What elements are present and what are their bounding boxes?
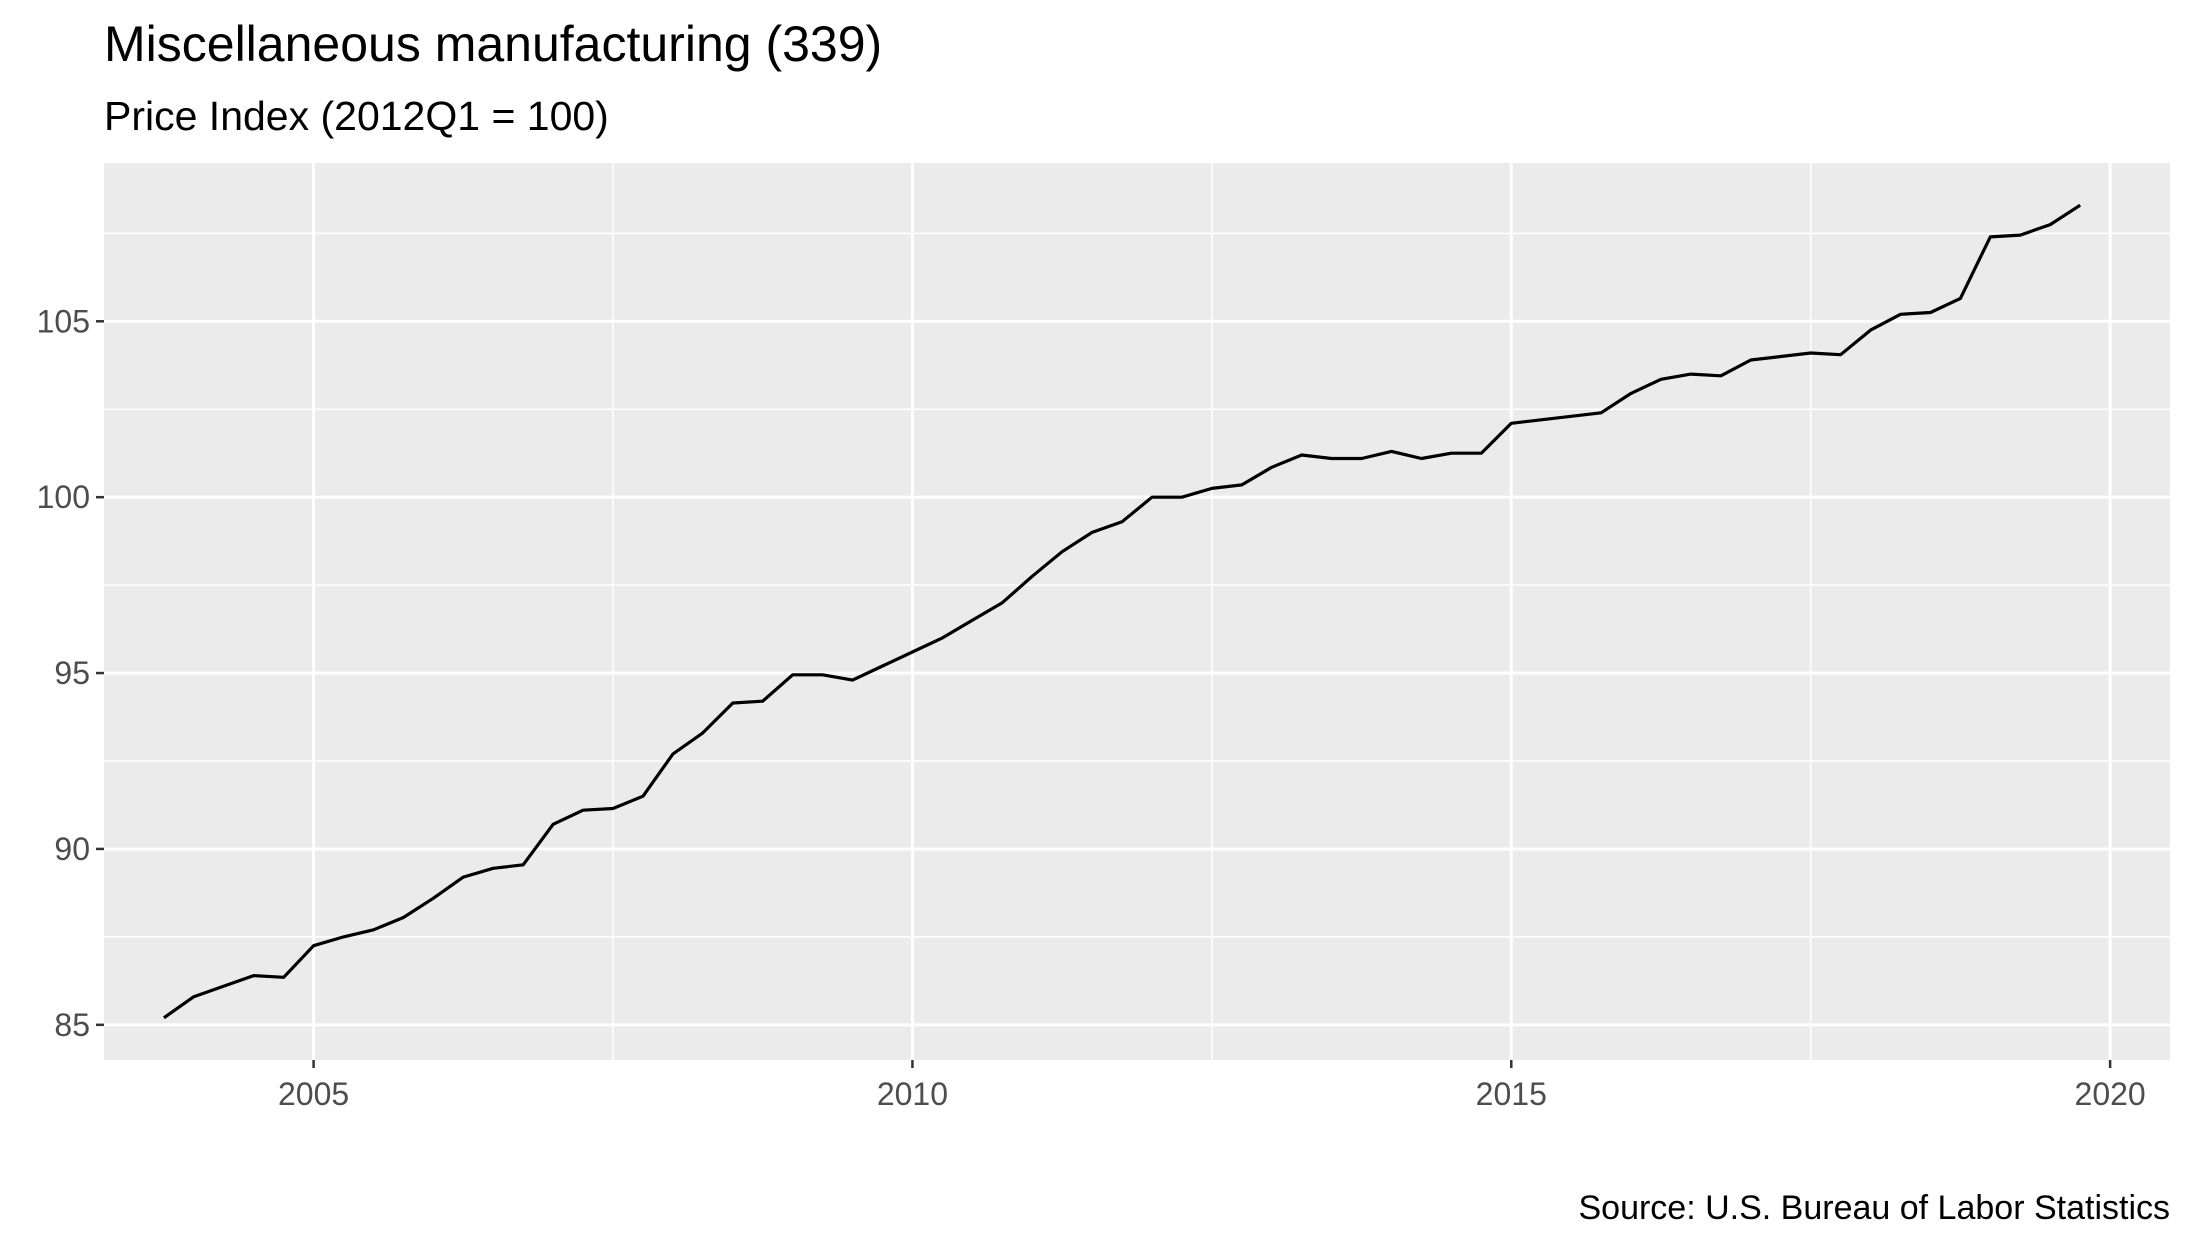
x-tick-label: 2010: [877, 1076, 948, 1112]
chart-caption: Source: U.S. Bureau of Labor Statistics: [1578, 1189, 2170, 1227]
series-line: [162, 203, 2082, 1020]
x-tick-label: 2020: [2075, 1076, 2146, 1112]
y-tick-label: 95: [54, 655, 90, 691]
series-layer: [162, 203, 2082, 1020]
y-axis: 85 90 95 100 105: [37, 303, 104, 1043]
y-tick-label: 85: [54, 1007, 90, 1043]
x-tick-label: 2015: [1476, 1076, 1547, 1112]
grid-major: [104, 163, 2170, 1060]
x-tick-label: 2005: [278, 1076, 349, 1112]
y-tick-label: 100: [37, 479, 90, 515]
grid-minor: [104, 163, 2170, 1060]
y-tick-label: 90: [54, 831, 90, 867]
y-tick-label: 105: [37, 303, 90, 339]
chart-subtitle: Price Index (2012Q1 = 100): [104, 93, 609, 139]
plot-panel: [104, 163, 2170, 1060]
x-axis: 2005 2010 2015 2020: [278, 1060, 2146, 1112]
chart-title: Miscellaneous manufacturing (339): [104, 16, 882, 72]
